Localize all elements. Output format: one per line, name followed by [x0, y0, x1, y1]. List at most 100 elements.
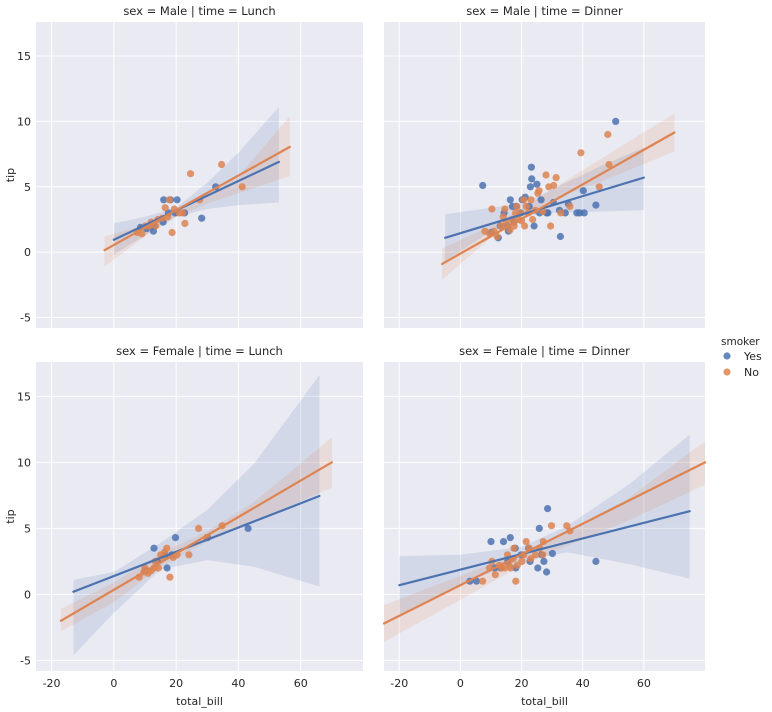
scatter-point	[579, 187, 587, 195]
scatter-point	[548, 549, 557, 558]
regression-line	[59, 461, 333, 622]
scatter-point	[171, 534, 180, 542]
scatter-point	[580, 209, 588, 217]
scatter-point	[510, 544, 518, 552]
scatter-point	[506, 196, 514, 204]
scatter-point	[154, 564, 162, 572]
scatter-point	[138, 230, 146, 238]
scatter-point	[533, 180, 541, 188]
scatter-point	[543, 568, 551, 576]
scatter-point	[612, 117, 620, 125]
scatter-point	[535, 524, 543, 533]
x-axis-label: total_bill	[521, 695, 568, 708]
scatter-point	[473, 577, 481, 585]
scatter-point	[173, 196, 181, 204]
confidence-band	[399, 434, 690, 615]
scatter-point	[557, 209, 565, 217]
scatter-point	[605, 160, 613, 169]
scatter-point	[529, 215, 537, 224]
legend-marker	[723, 352, 731, 360]
regression-line	[444, 176, 645, 239]
scatter-point	[499, 538, 508, 546]
scatter-point	[179, 209, 187, 217]
scatter-point	[198, 214, 206, 222]
scatter-point	[166, 573, 174, 581]
scatter-point	[563, 522, 571, 530]
scatter-point	[521, 222, 529, 230]
scatter-point	[244, 524, 252, 533]
scatter-point	[556, 232, 565, 241]
y-tick-label: -5	[20, 654, 31, 667]
x-tick-label: 40	[576, 677, 590, 690]
panel-background	[384, 362, 705, 671]
scatter-point	[537, 196, 545, 204]
panel-background	[36, 362, 363, 671]
scatter-point	[520, 196, 528, 204]
scatter-point	[531, 551, 539, 559]
regression-line	[398, 510, 691, 587]
scatter-point	[502, 219, 510, 227]
y-tick-label: -5	[20, 312, 31, 325]
scatter-point	[547, 222, 555, 230]
scatter-point	[526, 183, 535, 191]
x-tick-label: 0	[110, 677, 117, 690]
scatter-point	[550, 181, 558, 190]
y-tick-label: 5	[24, 522, 31, 535]
scatter-point	[604, 130, 612, 139]
x-tick-label: 20	[169, 677, 183, 690]
confidence-band	[445, 147, 644, 262]
scatter-point	[544, 505, 552, 513]
scatter-point	[165, 196, 173, 204]
x-tick-label: -20	[43, 677, 61, 690]
legend: smoker Yes No	[721, 336, 762, 379]
confidence-band	[384, 441, 705, 642]
scatter-point	[530, 222, 538, 230]
legend-label: Yes	[743, 350, 762, 363]
panel-title: sex = Male | time = Dinner	[466, 4, 623, 18]
scatter-point	[218, 160, 226, 169]
scatter-point	[186, 170, 195, 178]
scatter-point	[181, 219, 189, 227]
confidence-band	[73, 375, 320, 656]
regression-line	[72, 494, 321, 593]
scatter-point	[152, 222, 160, 230]
scatter-point	[522, 202, 530, 210]
scatter-point	[552, 174, 560, 182]
panel-title: sex = Female | time = Lunch	[116, 344, 283, 358]
scatter-point	[195, 524, 203, 533]
scatter-point	[506, 534, 514, 542]
panel-title: sex = Female | time = Dinner	[459, 344, 630, 358]
legend-marker	[723, 368, 731, 376]
scatter-point	[513, 202, 521, 210]
scatter-point	[163, 544, 171, 552]
scatter-point	[491, 571, 499, 579]
x-tick-label: -20	[390, 677, 408, 690]
regression-line	[440, 131, 676, 266]
regression-line	[382, 461, 707, 625]
y-tick-label: 0	[24, 246, 31, 259]
facet-panel: sex = Female | time = Lunch -5 0 5 10 15 -20 0 2…	[17, 344, 363, 690]
axis-labels: tip tip total_bill total_bill	[4, 168, 568, 708]
scatter-point	[592, 201, 600, 209]
facet-panel: sex = Male | time = Lunch -5 0 5 10 15	[17, 4, 363, 328]
x-tick-label: 40	[231, 677, 245, 690]
scatter-point	[539, 551, 547, 559]
x-tick-label: 0	[457, 677, 464, 690]
x-tick-label: 60	[294, 677, 308, 690]
y-tick-label: 10	[17, 115, 31, 128]
x-tick-label: 20	[515, 677, 529, 690]
x-tick-label: 60	[637, 677, 651, 690]
scatter-point	[512, 577, 520, 585]
regression-line	[103, 145, 291, 252]
scatter-point	[497, 222, 505, 230]
panel-background	[36, 22, 363, 328]
x-axis-label: total_bill	[176, 695, 223, 708]
scatter-point	[592, 557, 600, 566]
y-tick-label: 15	[17, 50, 31, 63]
legend-label: No	[744, 366, 759, 379]
scatter-point	[150, 544, 158, 552]
legend-title: smoker	[721, 336, 760, 348]
scatter-point	[507, 564, 515, 572]
